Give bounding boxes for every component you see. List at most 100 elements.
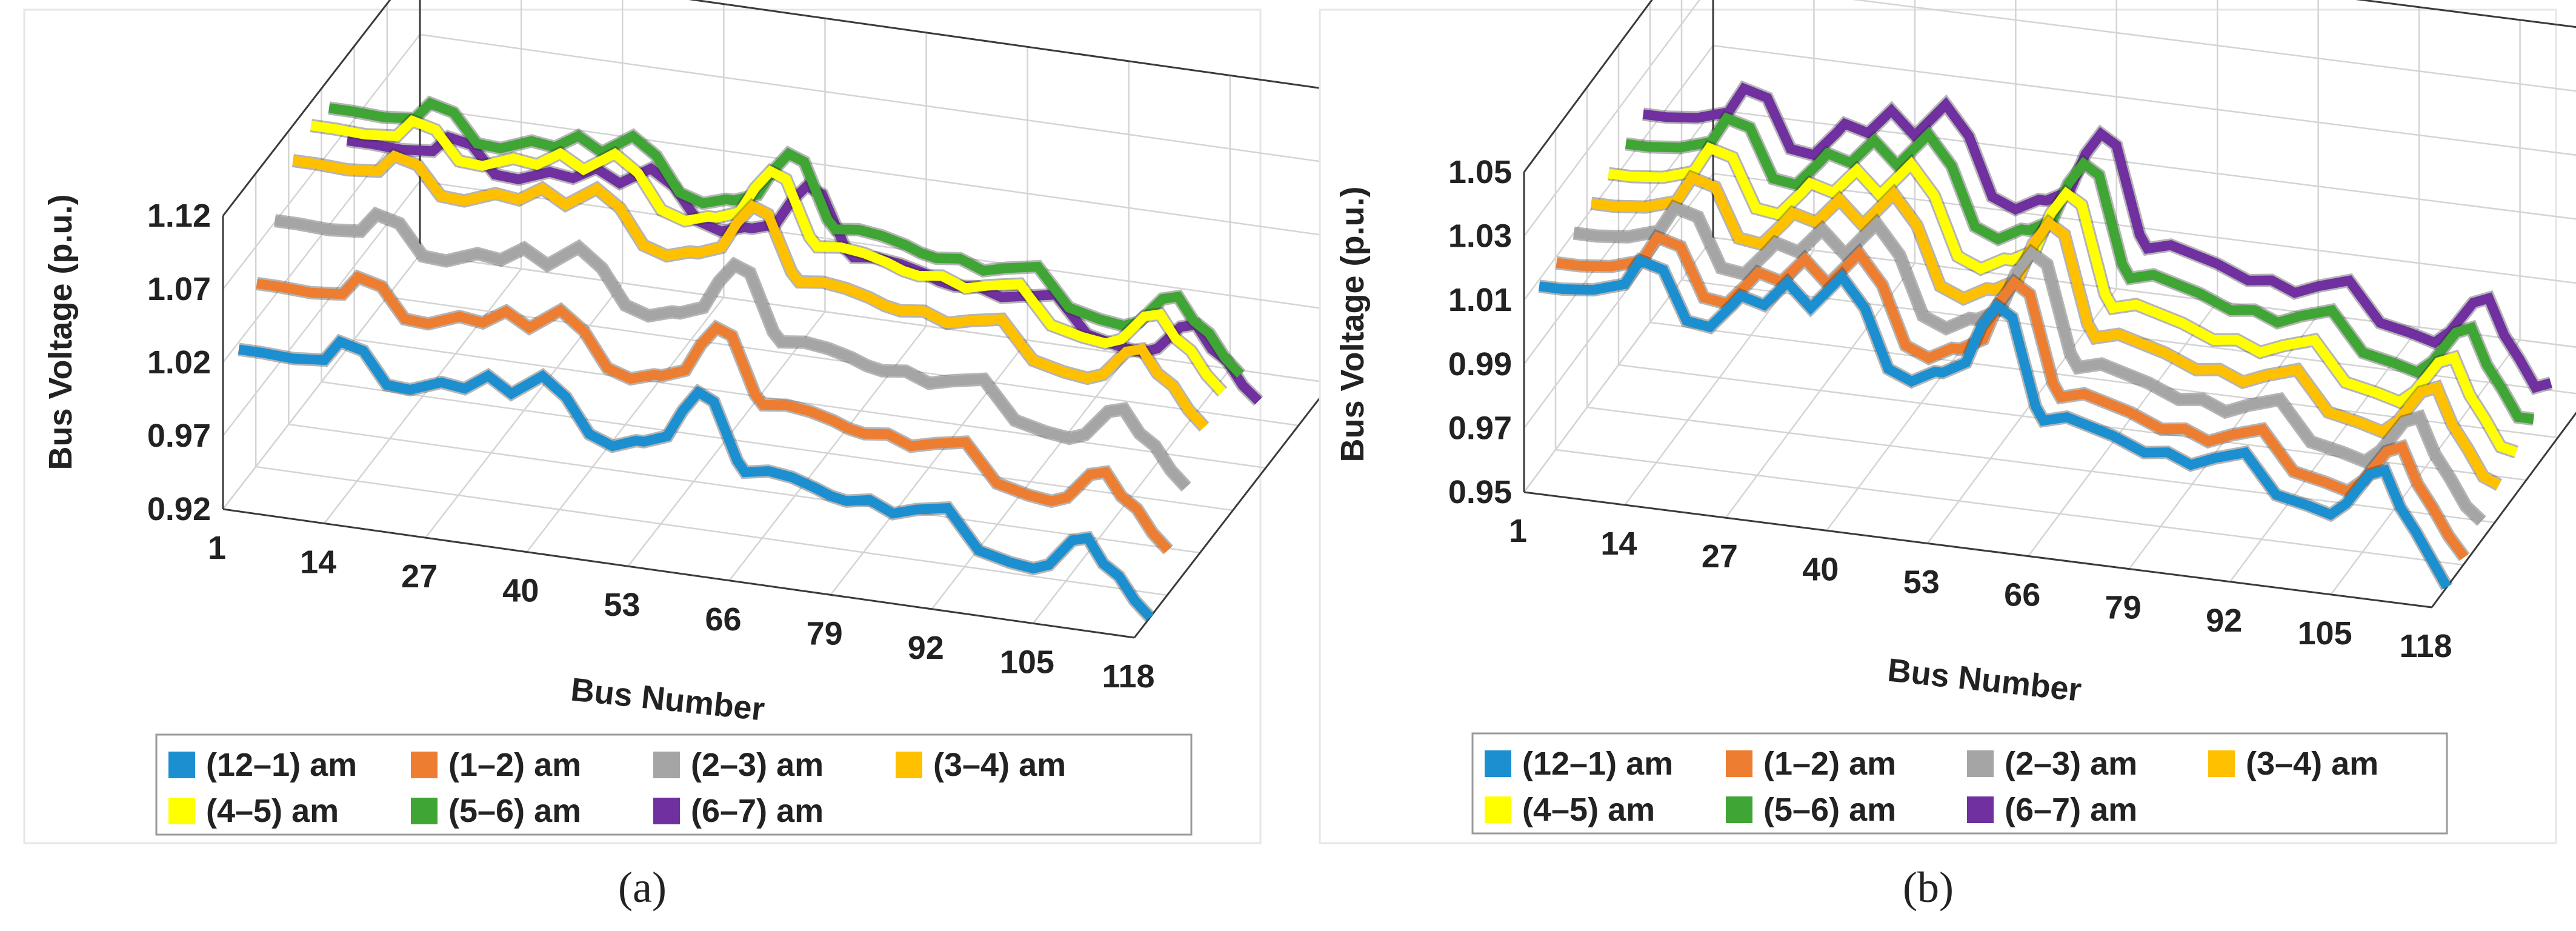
legend-label: (2–3) am <box>2005 746 2137 782</box>
grid-line <box>288 423 1200 554</box>
x-tick-label: 53 <box>1903 564 1940 600</box>
y-tick-labels: 0.95 0.97 0.99 1.01 1.03 1.05 <box>1448 154 1512 510</box>
legend: (12–1) am (1–2) am (2–3) am (3–4) am (4–5) a… <box>1471 732 2448 835</box>
series-line <box>1625 112 2534 424</box>
axis-edge <box>222 508 1135 639</box>
series-line <box>256 272 1172 553</box>
legend-label: (4–5) am <box>206 793 339 829</box>
legend-label: (5–6) am <box>448 793 581 829</box>
legend-swatch <box>1967 750 1994 777</box>
legend-swatch <box>411 752 438 778</box>
legend-box <box>1471 732 2448 835</box>
series-lines <box>1538 80 2553 590</box>
series-line <box>310 115 1226 396</box>
x-tick-label: 79 <box>807 615 843 652</box>
x-tick-label: 66 <box>2004 577 2040 613</box>
y-axis-title: Bus Voltage (p.u.) <box>1334 187 1371 462</box>
y-tick-label: 1.01 <box>1448 282 1512 318</box>
axis-edge <box>2355 0 2576 28</box>
legend-swatch <box>653 752 680 778</box>
x-tick-label: 79 <box>2105 590 2142 626</box>
axis-edge <box>1133 382 1333 638</box>
x-tick-label: 40 <box>1802 551 1839 587</box>
y-axis-title: Bus Voltage (p.u.) <box>42 195 79 470</box>
legend-items: (12–1) am (1–2) am (2–3) am (3–4) am (4–5) a… <box>168 747 1066 829</box>
y-tick-label: 0.95 <box>1448 474 1512 510</box>
legend-swatch <box>411 798 438 824</box>
x-tick-labels: 1 14 27 40 53 66 79 92 105 118 <box>1509 513 2452 664</box>
legend-label: (3–4) am <box>2246 746 2378 782</box>
series-line <box>238 336 1154 621</box>
x-tick-label: 105 <box>2298 615 2352 652</box>
legend-label: (4–5) am <box>1522 792 1655 828</box>
y-tick-label: 1.12 <box>147 198 211 234</box>
panel-label-b: (b) <box>1903 863 1954 912</box>
legend-swatch <box>1726 796 1752 823</box>
x-tick-label: 27 <box>1702 538 1738 575</box>
grid-line <box>354 338 1266 469</box>
axis-edge <box>222 0 391 216</box>
legend-swatch <box>1967 796 1994 823</box>
x-tick-label: 14 <box>1600 526 1637 562</box>
series-line <box>292 150 1208 430</box>
series-line <box>1642 82 2552 393</box>
y-tick-label: 0.99 <box>1448 346 1512 382</box>
x-tick-label: 40 <box>502 573 539 609</box>
y-tick-label: 1.05 <box>1448 154 1512 190</box>
x-tick-label: 92 <box>908 630 944 666</box>
legend-label: (12–1) am <box>1522 746 1673 782</box>
grid-line <box>255 466 1168 596</box>
legend-items: (12–1) am (1–2) am (2–3) am (3–4) am (4–5) a… <box>1485 746 2378 828</box>
x-tick-label: 92 <box>2206 602 2242 639</box>
legend-swatch <box>653 798 680 824</box>
x-tick-label: 105 <box>1000 644 1054 680</box>
grid-line <box>1555 449 2464 566</box>
chart-panel-b: 0.95 0.97 0.99 1.01 1.03 1.05 1 14 27 40 53 66 79 92… <box>1319 0 2576 912</box>
axis-edge <box>688 0 1332 91</box>
x-tick-label: 27 <box>401 558 438 595</box>
legend-swatch <box>1485 750 1511 777</box>
x-tick-labels: 1 14 27 40 53 66 79 92 105 118 <box>208 530 1155 695</box>
legend-swatch <box>168 798 195 824</box>
legend-swatch <box>168 752 195 778</box>
axes-box <box>222 0 1333 639</box>
legend-label: (1–2) am <box>1763 746 1896 782</box>
y-tick-label: 0.97 <box>147 418 211 454</box>
y-tick-label: 1.02 <box>147 344 211 381</box>
series-line <box>1590 172 2501 490</box>
legend-label: (12–1) am <box>206 747 357 783</box>
y-tick-label: 1.07 <box>147 271 211 307</box>
x-tick-label: 1 <box>208 530 226 566</box>
series-line <box>328 98 1244 378</box>
legend-label: (6–7) am <box>691 793 824 829</box>
legend-swatch <box>896 752 922 778</box>
x-tick-label: 118 <box>1102 658 1154 695</box>
y-tick-label: 1.03 <box>1448 218 1512 255</box>
series-line <box>274 209 1190 490</box>
grid-line <box>1523 0 2576 237</box>
x-tick-label: 118 <box>2399 628 2452 664</box>
y-tick-label: 0.97 <box>1448 410 1512 446</box>
chart-panel-a: 0.920.971.021.071.12 1 14 27 40 53 66 79 92 105 1… <box>23 0 1333 912</box>
y-tick-label: 0.92 <box>147 491 211 527</box>
series-line <box>1573 201 2485 525</box>
x-tick-label: 53 <box>604 587 640 623</box>
axis-edge <box>1523 0 1653 173</box>
legend-label: (5–6) am <box>1763 792 1896 828</box>
legend-label: (3–4) am <box>933 747 1066 783</box>
axis-edge <box>1523 491 2432 609</box>
legend-label: (6–7) am <box>2005 792 2137 828</box>
x-tick-label: 66 <box>705 601 742 638</box>
legend-swatch <box>1726 750 1752 777</box>
y-tick-labels: 0.92 0.97 1.02 1.07 1.12 <box>147 198 211 527</box>
series-line <box>1539 255 2451 590</box>
x-tick-label: 1 <box>1509 513 1527 549</box>
legend-swatch <box>1485 796 1511 823</box>
series-lines <box>238 95 1263 622</box>
panel-label-a: (a) <box>618 863 667 912</box>
axis-edge <box>2431 412 2576 608</box>
series-line <box>1608 142 2518 457</box>
legend-label: (2–3) am <box>691 747 824 783</box>
legend: (12–1) am (1–2) am (2–3) am (3–4) am (4–5) a… <box>155 733 1193 836</box>
